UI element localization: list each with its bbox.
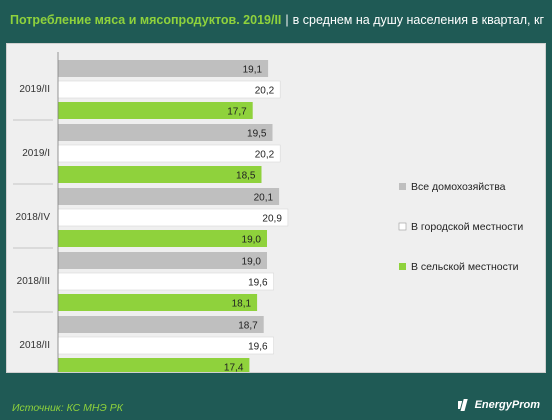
category-label: 2018/IV [16,212,51,223]
category-label: 2019/I [22,148,50,159]
legend-label: Все домохозяйства [411,181,506,193]
bar [57,144,281,163]
bar-value-label: 17,7 [227,107,247,118]
bar-value-label: 18,1 [232,299,252,310]
category-label: 2019/II [19,84,50,95]
bar [58,102,253,119]
bar-value-label: 20,2 [255,86,275,97]
bar [58,316,264,333]
bar [58,166,262,183]
category-label: 2018/III [17,276,50,287]
category-label: 2018/II [19,340,50,351]
legend-label: В сельской местности [411,261,519,273]
chart-subtitle: в среднем на душу населения в квартал, к… [292,13,545,27]
chart-header: Потребление мяса и мясопродуктов. 2019/I… [0,0,552,40]
bar [57,208,289,227]
brand-logo: EnergyProm [457,398,540,412]
plot-area: 2019/II 19,1 20,2 17,7 2019/I 19,5 20,2 18,5 201… [6,43,546,376]
bar-value-label: 18,5 [236,171,256,182]
bar-value-label: 19,5 [247,129,267,140]
energyprom-logo-icon [457,399,468,411]
bar [58,252,267,269]
bar [58,230,267,247]
bar-chart: 2019/II 19,1 20,2 17,7 2019/I 19,5 20,2 18,5 201… [13,52,523,376]
bar-value-label: 19,6 [248,278,268,289]
bar-value-label: 20,2 [255,150,275,161]
bar [57,336,274,355]
bar-value-label: 20,1 [254,193,274,204]
legend-label: В городской местности [411,221,523,233]
bar-value-label: 19,0 [242,257,262,268]
bar-value-label: 19,0 [242,235,262,246]
bar [57,80,281,99]
legend-swatch [398,222,407,231]
title-separator: | [285,13,289,27]
bar [58,294,258,311]
bar-value-label: 19,6 [248,342,268,353]
legend-swatch [399,183,406,190]
bar-value-label: 20,9 [262,214,282,225]
chart-title: Потребление мяса и мясопродуктов. 2019/I… [10,13,282,27]
bar [58,188,280,205]
bar [58,60,269,77]
bar [57,272,274,291]
bar-value-label: 18,7 [238,321,258,332]
legend-swatch [399,263,406,270]
bar [58,358,250,375]
brand-name: EnergyProm [474,399,540,411]
chart-footer: Источник: КС МНЭ РК EnergyProm [0,388,552,420]
bar [58,124,273,141]
bar-value-label: 17,4 [224,363,244,373]
source-note: Источник: КС МНЭ РК [12,402,123,414]
bar-value-label: 19,1 [243,65,263,76]
